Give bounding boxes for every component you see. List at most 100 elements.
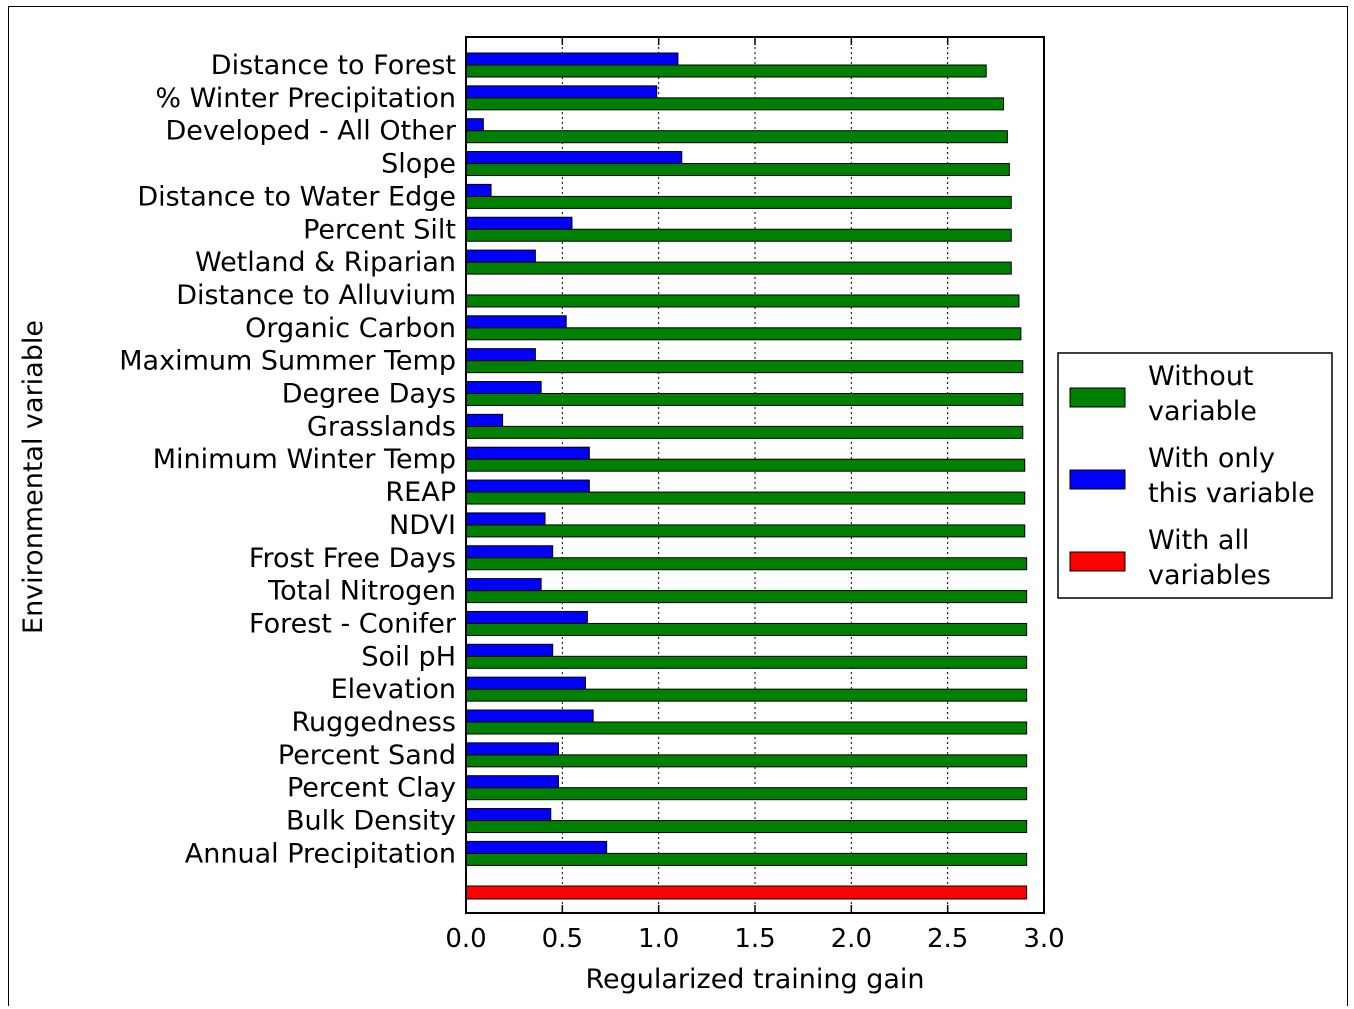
category-label: Percent Clay	[287, 773, 456, 804]
category-label: Developed - All Other	[165, 116, 456, 147]
bar-without-variable	[465, 393, 1024, 406]
legend-swatch	[1069, 469, 1126, 490]
category-label: Slope	[381, 149, 456, 180]
bar-without-variable	[465, 590, 1028, 604]
category-label: Forest - Conifer	[249, 608, 457, 639]
x-tick-label: 1.0	[638, 924, 679, 954]
bar-with-only-variable	[465, 85, 658, 99]
bar-without-variable	[465, 721, 1028, 735]
bar-without-variable	[465, 360, 1024, 374]
bar-with-only-variable	[465, 512, 546, 526]
category-label: Grasslands	[307, 411, 456, 442]
bar-without-variable	[465, 557, 1028, 571]
bar-without-variable	[465, 820, 1028, 834]
y-axis-label: Environmental variable	[18, 320, 49, 634]
category-label: Elevation	[331, 674, 456, 705]
bar-without-variable	[465, 64, 987, 78]
category-label: Wetland & Riparian	[195, 247, 456, 278]
category-label: % Winter Precipitation	[155, 83, 456, 114]
bar-without-variable	[465, 787, 1028, 801]
bar-without-variable	[465, 97, 1005, 111]
bar-with-all-variables	[465, 885, 1028, 900]
bar-with-only-variable	[465, 249, 536, 263]
legend-swatch	[1069, 551, 1126, 572]
bar-without-variable	[465, 491, 1026, 505]
category-label: Ruggedness	[291, 707, 456, 738]
category-label: Total Nitrogen	[267, 576, 456, 607]
x-tick-label: 3.0	[1023, 924, 1064, 954]
category-label: Percent Silt	[303, 214, 456, 245]
category-label: Minimum Winter Temp	[153, 444, 456, 475]
bar-with-only-variable	[465, 742, 559, 756]
x-axis-label: Regularized training gain	[585, 964, 924, 995]
bar-without-variable	[465, 425, 1024, 439]
x-tick-label: 1.5	[734, 924, 775, 954]
bar-with-only-variable	[465, 610, 588, 624]
legend-label: With all	[1148, 525, 1249, 556]
legend-label: With only	[1148, 443, 1275, 474]
category-label: Annual Precipitation	[185, 838, 456, 869]
category-label: Maximum Summer Temp	[119, 346, 456, 377]
category-label: REAP	[385, 477, 456, 508]
bar-without-variable	[465, 195, 1012, 209]
category-label: Bulk Density	[286, 806, 456, 837]
x-ticks: 0.0 0.5 1.0 1.5 2.0 2.5 3.0	[445, 37, 1065, 954]
category-label: Organic Carbon	[245, 313, 456, 344]
bar-with-only-variable	[465, 118, 484, 132]
figure-frame	[8, 6, 1348, 1006]
bar-with-only-variable	[465, 315, 567, 329]
bar-without-variable	[465, 524, 1026, 538]
category-label: Soil pH	[361, 641, 456, 672]
bar-with-only-variable	[465, 446, 590, 460]
bar-with-only-variable	[465, 643, 554, 657]
bar-without-variable	[465, 655, 1028, 669]
legend-label: variables	[1148, 560, 1271, 591]
category-label: Distance to Forest	[211, 50, 456, 81]
x-tick-label: 2.5	[927, 924, 968, 954]
bar-with-only-variable	[465, 709, 594, 723]
bar-without-variable	[465, 163, 1010, 177]
bar-without-variable	[465, 458, 1026, 472]
bar-without-variable	[465, 688, 1028, 702]
bar-with-only-variable	[465, 676, 586, 690]
x-tick-label: 2.0	[831, 924, 872, 954]
bar-without-variable	[465, 754, 1028, 768]
category-label: Percent Sand	[278, 740, 456, 771]
bar-without-variable	[465, 327, 1022, 341]
bar-with-only-variable	[465, 348, 536, 362]
bar-with-only-variable	[465, 381, 542, 394]
bar-with-only-variable	[465, 151, 683, 165]
bar-with-only-variable	[465, 479, 590, 493]
bars	[465, 52, 1028, 900]
bar-with-only-variable	[465, 183, 492, 197]
bar-without-variable	[465, 130, 1008, 144]
bar-with-only-variable	[465, 545, 554, 559]
bar-with-only-variable	[465, 216, 573, 230]
legend: Without variable With only this variable Wit…	[1057, 352, 1333, 599]
category-label: Degree Days	[282, 379, 456, 410]
category-label: Distance to Water Edge	[137, 181, 456, 212]
x-tick-label: 0.5	[542, 924, 583, 954]
legend-label: variable	[1148, 396, 1257, 427]
bar-with-only-variable	[465, 413, 504, 427]
plot-area	[465, 36, 1045, 914]
x-tick-label: 0.0	[445, 924, 486, 954]
legend-label: this variable	[1148, 478, 1315, 509]
legend-label: Without	[1148, 361, 1254, 392]
bar-without-variable	[465, 261, 1012, 275]
legend-swatch	[1069, 387, 1126, 408]
category-label: Distance to Alluvium	[176, 280, 456, 311]
bar-with-only-variable	[465, 775, 559, 789]
bar-with-only-variable	[465, 840, 608, 854]
bar-with-only-variable	[465, 578, 542, 592]
bar-without-variable	[465, 852, 1028, 866]
category-label: Frost Free Days	[249, 543, 456, 574]
bar-without-variable	[465, 228, 1012, 242]
bar-with-only-variable	[465, 808, 552, 822]
bar-without-variable	[465, 622, 1028, 636]
category-labels: Distance to Forest% Winter Precipitation…	[119, 50, 457, 869]
bar-with-only-variable	[465, 52, 679, 66]
bar-without-variable	[465, 294, 1020, 308]
category-label: NDVI	[389, 510, 456, 541]
